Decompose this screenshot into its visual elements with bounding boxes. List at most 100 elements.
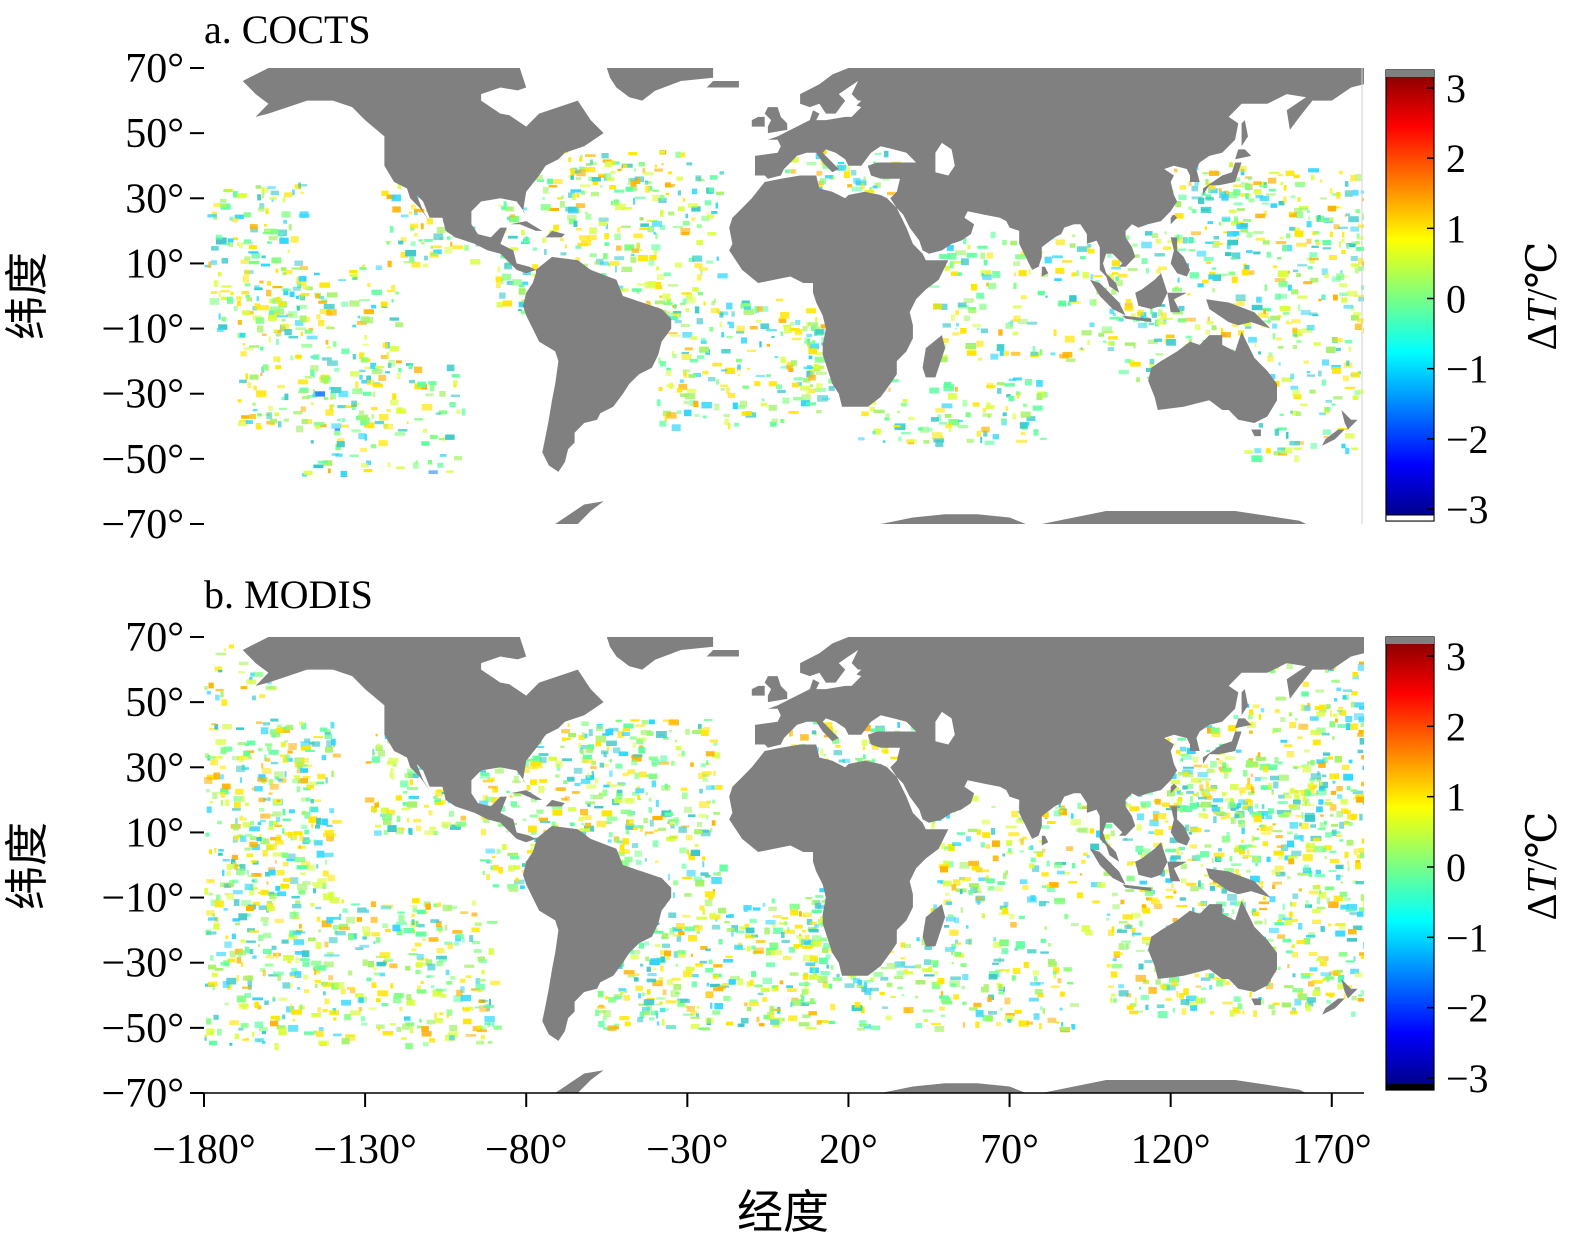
panel-a-cb-label-delta: Δ — [1520, 324, 1566, 351]
land-iceland — [706, 81, 739, 88]
panel-b-lon-axis: −180° −130° −80° −30° 20° 70° 120° 170° 经度 — [152, 1092, 1372, 1238]
land-sulawesi — [1167, 861, 1187, 882]
panel-b: b. MODIS 纬度 70° 50° 30° 10° −10° −30° −50° −70°… — [3, 572, 1566, 1238]
panel-a-cb-label-unit: /℃ — [1520, 241, 1566, 300]
land-hokkaido — [1235, 149, 1252, 160]
land-sri-lanka — [1041, 835, 1049, 846]
colorbar-tick-label: −3 — [1446, 487, 1489, 532]
lat-tick-label: 30° — [125, 176, 184, 222]
land-australia — [1148, 331, 1277, 423]
panel-b-ylabel: 纬度 — [3, 822, 52, 910]
colorbar-tick-label: −1 — [1446, 347, 1489, 392]
lon-tick-label: 120° — [1131, 1127, 1211, 1173]
panel-a-land-mask — [242, 68, 1364, 524]
land-cuba — [510, 221, 543, 231]
water-baltic-gap — [842, 672, 862, 686]
panel-b-colorbar-label: ΔT/℃ — [1520, 811, 1566, 920]
panel-a-colorbar-scale — [1385, 69, 1435, 522]
land-hokkaido — [1235, 718, 1252, 729]
land-japan — [1202, 731, 1242, 764]
panel-a: a. COCTS 纬度 70° 50° 30° 10° −10° −30° −50° −70°… — [3, 7, 1566, 548]
panel-a-title: a. COCTS — [204, 7, 371, 52]
land-antarctica-2 — [880, 514, 1026, 524]
panel-a-colorbar-over — [1386, 70, 1434, 77]
colorbar-tick-label: −2 — [1446, 417, 1489, 462]
panel-a-map — [204, 68, 1364, 524]
land-new-zealand-s — [1322, 998, 1345, 1015]
land-hispaniola — [545, 799, 565, 807]
panel-a-colorbar: 3 2 1 0 −1 −2 −3 ΔT/℃ — [1385, 66, 1566, 532]
colorbar-tick-label: 1 — [1446, 775, 1466, 820]
panel-a-lat-axis: 纬度 70° 50° 30° 10° −10° −30° −50° −70° — [3, 46, 204, 548]
panel-b-cb-label-var: T — [1520, 868, 1566, 894]
colorbar-tick-label: 0 — [1446, 845, 1466, 890]
land-taiwan — [1170, 783, 1178, 794]
land-arabia-cut — [938, 198, 965, 218]
land-antarctica-1 — [555, 1070, 604, 1093]
land-hispaniola — [545, 230, 565, 238]
panel-b-cb-label-unit: /℃ — [1520, 811, 1566, 870]
land-australia — [1148, 900, 1277, 992]
lon-tick-label: 70° — [980, 1127, 1039, 1173]
lat-tick-label: 30° — [125, 745, 184, 791]
lat-tick-label: 50° — [125, 111, 184, 157]
colorbar-tick-label: 2 — [1446, 704, 1466, 749]
land-new-guinea — [1206, 299, 1271, 329]
x-axis-label: 经度 — [737, 1187, 829, 1238]
lat-tick-label: 10° — [125, 810, 184, 856]
lat-tick-label: −70° — [102, 1071, 184, 1117]
lat-tick-label: 50° — [125, 680, 184, 726]
land-madagascar — [922, 904, 946, 947]
lat-tick-label: −10° — [102, 307, 184, 353]
lon-tick-label: −180° — [152, 1127, 255, 1173]
land-borneo — [1135, 273, 1168, 309]
land-sumatra — [1090, 848, 1126, 885]
land-new-guinea — [1206, 868, 1271, 898]
water-caspian-sea — [935, 142, 955, 176]
panel-b-map — [204, 637, 1364, 1093]
colorbar-tick-label: −3 — [1446, 1056, 1489, 1101]
land-africa-eurasia — [729, 637, 1364, 976]
land-japan — [1202, 162, 1242, 195]
panel-b-colorbar-under — [1386, 1084, 1434, 1090]
water-hudson-bay — [481, 656, 530, 686]
land-new-zealand-n — [1341, 979, 1358, 999]
land-sumatra — [1090, 279, 1126, 316]
colorbar-tick-label: 3 — [1446, 66, 1466, 111]
colorbar-tick-label: 0 — [1446, 277, 1466, 322]
land-philippines — [1170, 806, 1190, 846]
lon-tick-label: 20° — [819, 1127, 878, 1173]
panel-a-colorbar-label: ΔT/℃ — [1520, 241, 1566, 350]
land-antarctica-2 — [880, 1083, 1026, 1093]
land-java — [1122, 884, 1152, 892]
land-tasmania — [1251, 429, 1261, 437]
land-sulawesi — [1167, 292, 1187, 313]
land-ireland — [751, 685, 765, 696]
land-britain — [764, 107, 788, 134]
panel-b-colorbar-over — [1386, 637, 1434, 644]
land-philippines — [1170, 237, 1190, 277]
lat-tick-label: −50° — [102, 437, 184, 483]
land-africa-eurasia — [729, 68, 1364, 407]
land-taiwan — [1170, 214, 1178, 225]
lat-tick-label: −30° — [102, 941, 184, 987]
land-south-america — [523, 256, 672, 472]
colorbar-tick-label: 3 — [1446, 634, 1466, 679]
land-greenland — [606, 637, 714, 670]
land-ireland — [751, 116, 765, 127]
land-north-america — [242, 637, 604, 843]
land-britain — [764, 676, 788, 703]
panel-a-cb-label-var: T — [1520, 298, 1566, 324]
colorbar-tick-label: 2 — [1446, 136, 1466, 181]
land-antarctica-3 — [1041, 1080, 1306, 1093]
land-antarctica-1 — [555, 501, 604, 524]
panel-b-title: b. MODIS — [204, 572, 373, 617]
lat-tick-label: −10° — [102, 876, 184, 922]
panel-b-cb-label-delta: Δ — [1520, 894, 1566, 921]
land-new-zealand-s — [1322, 429, 1345, 446]
panel-a-ylabel: 纬度 — [3, 252, 52, 340]
lon-tick-label: −30° — [646, 1127, 728, 1173]
water-caspian-sea — [935, 711, 955, 745]
colorbar-tick-label: 1 — [1446, 206, 1466, 251]
